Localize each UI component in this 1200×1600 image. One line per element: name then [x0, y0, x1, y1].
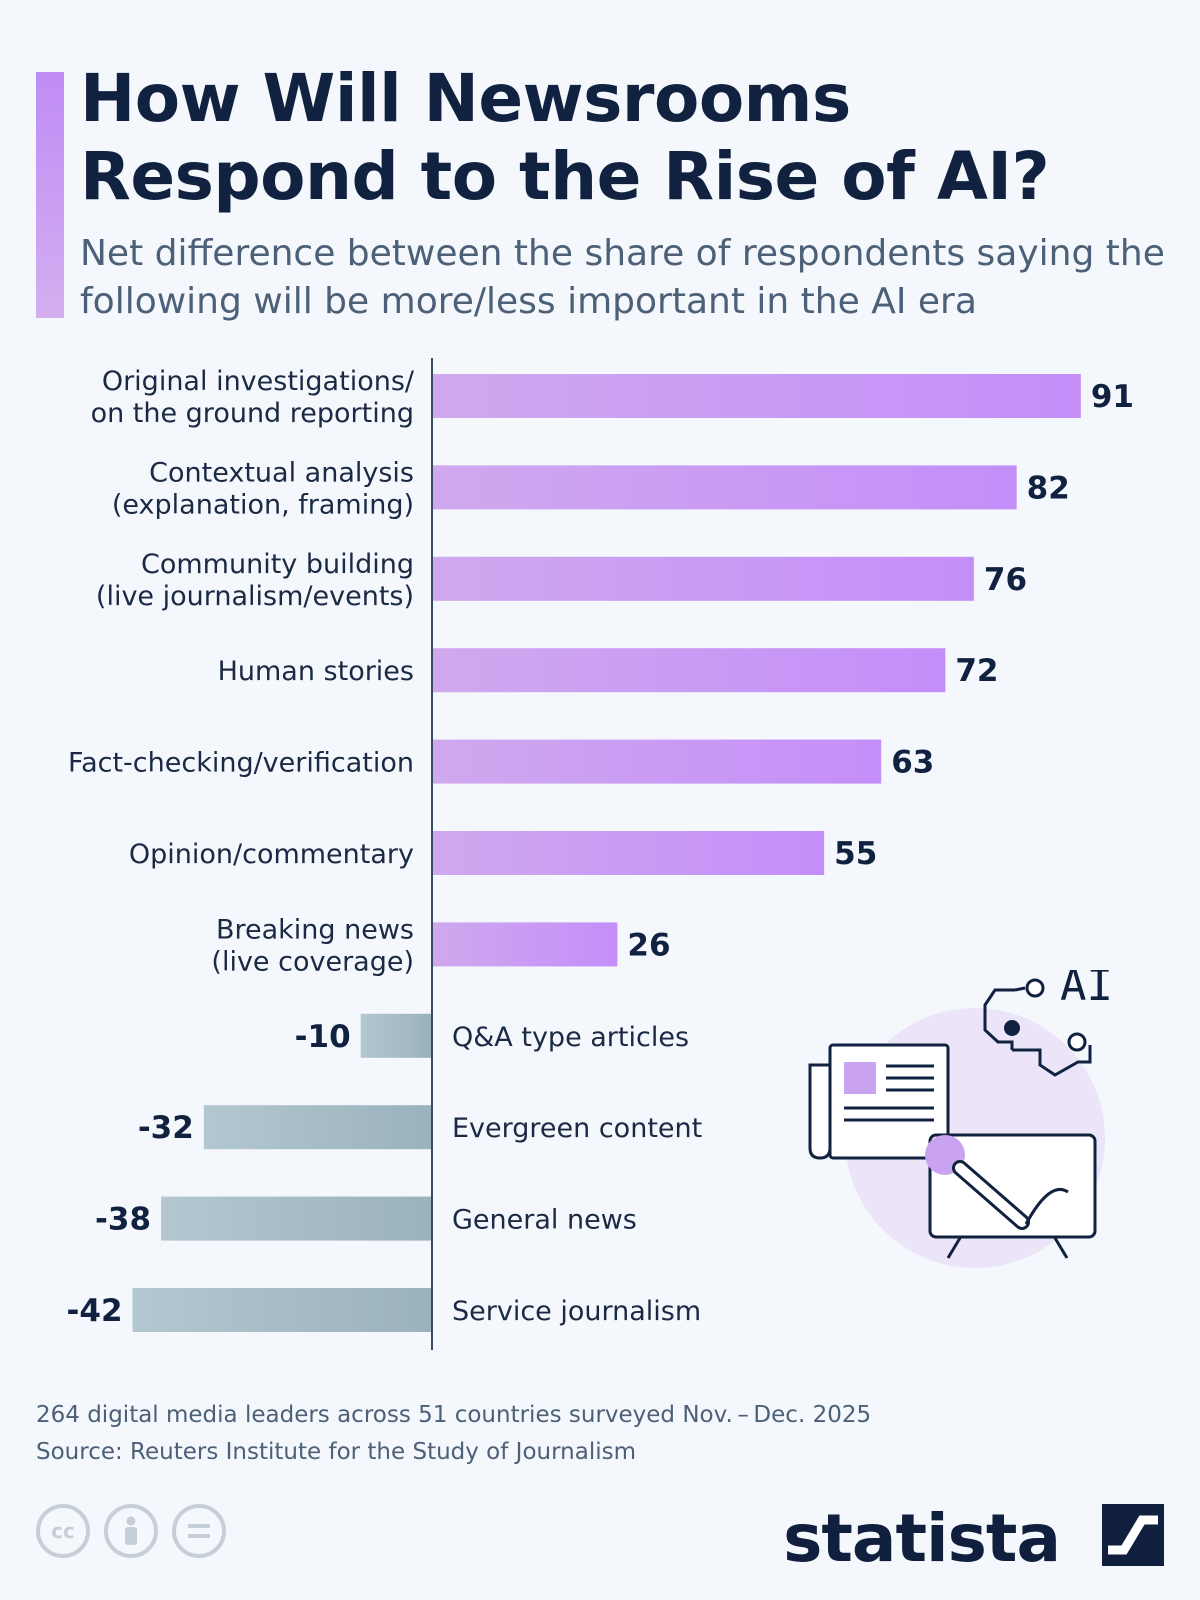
bar-0 — [432, 374, 1081, 418]
attribution-icon[interactable] — [104, 1504, 158, 1558]
category-label-7: Q&A type articles — [452, 1022, 689, 1053]
cc-icon[interactable]: cc — [36, 1504, 90, 1558]
category-label-5: Opinion/commentary — [129, 839, 414, 870]
bar-7 — [360, 1013, 432, 1058]
category-label-4: Fact-checking/verification — [68, 748, 414, 779]
circuit-node — [1004, 1020, 1020, 1036]
category-label-2: Community building (live journalism/event… — [96, 549, 414, 612]
page-title: How Will Newsrooms Respond to the Rise o… — [80, 60, 1050, 215]
ai-text: AI — [1060, 970, 1113, 1011]
category-label-8: Evergreen content — [452, 1113, 702, 1144]
newspaper-icon — [808, 1043, 950, 1160]
category-label-1: Contextual analysis (explanation, framing… — [112, 457, 414, 520]
circuit-icon — [983, 978, 1092, 1077]
bar-8 — [203, 1105, 432, 1150]
newspaper-lines — [844, 1064, 934, 1122]
value-label-3: 72 — [955, 653, 998, 689]
tv-screen-icon — [928, 1133, 1097, 1259]
category-label-0: Original investigations/on the ground re… — [91, 366, 415, 429]
value-label-2: 76 — [984, 562, 1027, 598]
title-accent-bar — [36, 72, 64, 318]
bar-10 — [132, 1288, 433, 1332]
statista-logo-text[interactable]: statista — [783, 1500, 1061, 1577]
source-note: Source: Reuters Institute for the Study … — [36, 1439, 636, 1465]
newsroom-ai-illustration: AI — [808, 970, 1113, 1268]
value-label-5: 55 — [834, 836, 877, 872]
value-label-4: 63 — [891, 745, 934, 781]
value-label-1: 82 — [1027, 470, 1070, 506]
category-label-6: Breaking news (live coverage) — [211, 914, 414, 977]
bar-6 — [432, 922, 618, 967]
value-label-8: -32 — [138, 1110, 194, 1146]
category-label-9: General news — [452, 1205, 637, 1236]
bar-1 — [432, 465, 1017, 510]
survey-note: 264 digital media leaders across 51 coun… — [36, 1402, 872, 1428]
bar-chart: 91 Original investigations/on the ground … — [67, 358, 1134, 1350]
bar-4 — [432, 739, 882, 784]
bar-9 — [161, 1196, 432, 1241]
value-label-0: 91 — [1091, 379, 1134, 415]
bar-5 — [432, 831, 825, 875]
value-label-9: -38 — [95, 1202, 151, 1238]
bar-2 — [432, 556, 974, 601]
statista-logo-icon[interactable] — [1102, 1504, 1164, 1566]
bar-3 — [432, 648, 946, 693]
newspaper-photo — [844, 1062, 876, 1094]
value-label-10: -42 — [67, 1293, 123, 1329]
microphone-icon — [925, 1135, 1069, 1230]
value-label-6: 26 — [627, 927, 670, 963]
license-icons: cc — [36, 1504, 226, 1558]
no-derivatives-icon[interactable] — [172, 1504, 226, 1558]
category-label-3: Human stories — [218, 656, 414, 687]
value-label-7: -10 — [295, 1019, 351, 1055]
page-subtitle: Net difference between the share of resp… — [80, 233, 1165, 322]
category-label-10: Service journalism — [452, 1296, 701, 1327]
